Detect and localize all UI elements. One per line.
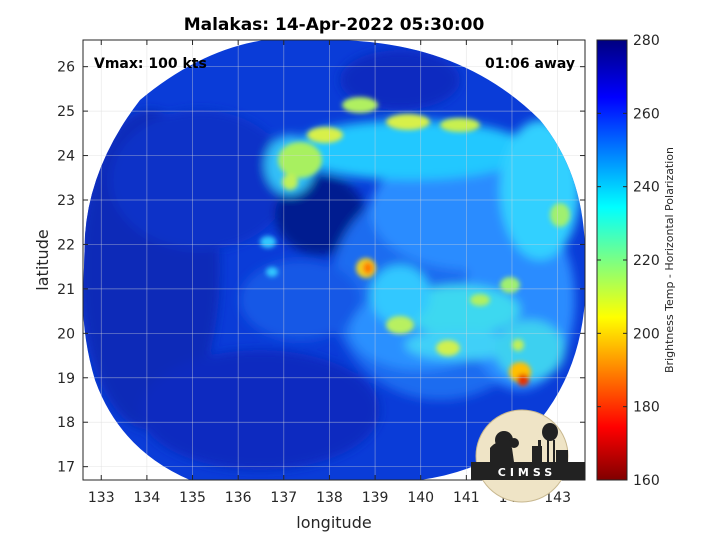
colorbar-tick-label: 160 — [633, 473, 660, 489]
colorbar-gradient — [596, 39, 628, 481]
y-tick-label: 19 — [57, 371, 75, 387]
time-away-annotation: 01:06 away — [485, 56, 575, 72]
y-tick-label: 20 — [57, 326, 75, 342]
cimss-logo: CIMSS — [471, 409, 585, 503]
vmax-annotation: Vmax: 100 kts — [94, 56, 207, 72]
colorbar-tick-label: 200 — [633, 326, 660, 342]
y-tick-label: 22 — [57, 237, 75, 253]
y-tick-label: 25 — [57, 104, 75, 120]
y-tick-label: 24 — [57, 149, 75, 165]
x-tick-label: 143 — [544, 490, 571, 506]
logo-text: CIMSS — [498, 466, 556, 479]
y-tick-label: 17 — [57, 460, 75, 476]
colorbar: 160 180 200 220 240 260 280 Brightness Temp - … — [596, 33, 676, 489]
y-axis: 17 18 19 20 21 22 23 24 25 26 — [57, 60, 585, 476]
colorbar-tick-label: 260 — [633, 106, 660, 122]
x-tick-label: 137 — [270, 490, 297, 506]
y-tick-label: 26 — [57, 60, 75, 76]
x-tick-label: 138 — [316, 490, 343, 506]
x-tick-label: 139 — [362, 490, 389, 506]
colorbar-tick-label: 240 — [633, 180, 660, 196]
y-tick-label: 18 — [57, 415, 75, 431]
x-axis-label: longitude — [296, 513, 371, 532]
grid — [83, 40, 585, 480]
y-tick-label: 23 — [57, 193, 75, 209]
x-tick-label: 140 — [407, 490, 434, 506]
x-tick-label: 141 — [453, 490, 480, 506]
x-tick-label: 134 — [134, 490, 161, 506]
colorbar-label: Brightness Temp - Horizontal Polarizatio… — [663, 147, 676, 373]
y-axis-label: latitude — [33, 229, 52, 290]
x-tick-label: 135 — [179, 490, 206, 506]
x-tick-label: 136 — [225, 490, 252, 506]
colorbar-tick-label: 180 — [633, 400, 660, 416]
y-tick-label: 21 — [57, 282, 75, 298]
x-tick-label: 133 — [88, 490, 115, 506]
axes-box — [82, 39, 586, 481]
colorbar-tick-label: 280 — [633, 33, 660, 49]
colorbar-tick-label: 220 — [633, 253, 660, 269]
swath-image — [83, 40, 585, 480]
chart-title: Malakas: 14-Apr-2022 05:30:00 — [184, 15, 485, 35]
